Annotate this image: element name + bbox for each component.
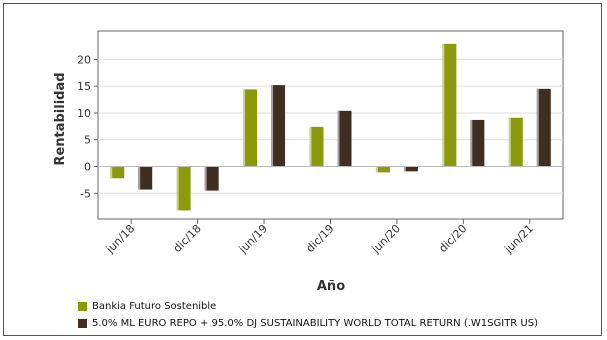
bar-highlight (536, 88, 539, 167)
bar-highlight (309, 126, 312, 167)
y-tick-label: 0 (84, 161, 91, 174)
bar-highlight (271, 85, 274, 167)
bar-highlight (243, 89, 246, 167)
bar-highlight (337, 110, 340, 167)
bar-series-1 (375, 166, 390, 173)
legend-item-series-2: 5.0% ML EURO REPO + 95.0% DJ SUSTAINABIL… (78, 318, 538, 329)
legend-swatch-series-1 (78, 302, 87, 311)
bar-highlight (403, 166, 406, 172)
bar-series-2 (337, 110, 352, 167)
legend-item-series-1: Bankia Futuro Sostenible (78, 301, 216, 312)
bar-highlight (138, 166, 141, 190)
y-tick-label: 10 (77, 107, 91, 120)
x-tick-label: jun/21 (501, 222, 535, 256)
bar-series-1 (110, 166, 125, 179)
x-tick-label: dic/20 (436, 222, 469, 255)
x-tick-label: jun/20 (369, 222, 403, 256)
bar-highlight (375, 166, 378, 173)
bar-series-2 (403, 166, 418, 172)
y-tick-label: 20 (77, 53, 91, 66)
x-tick-label: jun/19 (236, 222, 270, 256)
bar-series-2 (204, 166, 219, 191)
x-tick-label: dic/19 (304, 222, 337, 255)
bar-highlight (110, 166, 113, 179)
bar-highlight (442, 43, 445, 167)
y-axis-label: Rentabilidad (53, 72, 68, 165)
legend-swatch-series-2 (78, 319, 87, 328)
bar-highlight (508, 117, 511, 167)
y-tick-label: 15 (77, 80, 91, 93)
x-tick-label: dic/18 (171, 222, 204, 255)
bar-series-1 (176, 166, 191, 211)
bar-highlight (176, 166, 179, 211)
bar-series-1 (243, 89, 258, 167)
plot-area (97, 30, 564, 220)
bar-series-1 (309, 126, 324, 167)
bar-series-2 (138, 166, 153, 190)
x-axis-label: Año (317, 279, 345, 294)
bar-series-2 (470, 119, 485, 167)
legend-label-series-1: Bankia Futuro Sostenible (92, 301, 217, 312)
bar-series-1 (442, 43, 457, 167)
bar-series-2 (271, 85, 286, 167)
bar-highlight (470, 119, 473, 167)
chart: -5 0 5 10 15 20 jun/18 dic/18 jun/19 dic/19 jun/20… (53, 30, 564, 294)
bar-highlight (204, 166, 207, 191)
y-tick-label: -5 (80, 187, 91, 200)
bar-series-2 (536, 88, 551, 167)
x-tick-label: jun/18 (103, 222, 137, 256)
legend-label-series-2: 5.0% ML EURO REPO + 95.0% DJ SUSTAINABIL… (92, 318, 539, 329)
y-tick-label: 5 (84, 134, 91, 147)
bar-series-1 (508, 117, 523, 167)
